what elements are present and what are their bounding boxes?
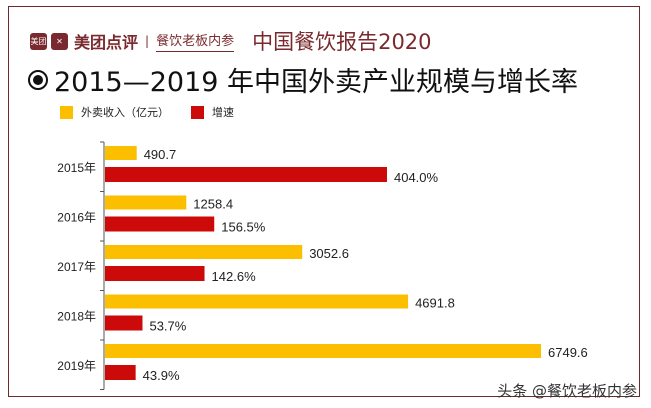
watermark: 头条 @餐饮老板内参 <box>497 382 637 400</box>
revenue-bar <box>105 245 303 259</box>
category-label: 2017年 <box>57 260 96 274</box>
report-title: 中国餐饮报告2020 <box>252 30 432 54</box>
growth-data-label: 142.6% <box>212 269 257 284</box>
category-label: 2018年 <box>57 310 96 324</box>
revenue-bar <box>105 294 409 309</box>
partner-name: 餐饮老板内参 <box>156 30 235 52</box>
legend-label-revenue: 外卖收入（亿元） <box>81 106 169 119</box>
legend-swatch-revenue <box>60 105 73 119</box>
chart-title-row: 2015—2019 年中国外卖产业规模与增长率 <box>28 60 578 99</box>
revenue-bar <box>105 146 137 160</box>
revenue-data-label: 6749.6 <box>548 345 588 360</box>
category-label: 2019年 <box>57 359 96 373</box>
bullet-icon <box>28 69 48 90</box>
growth-bar <box>105 365 136 380</box>
growth-data-label: 404.0% <box>394 170 439 185</box>
revenue-data-label: 490.7 <box>144 147 177 162</box>
revenue-data-label: 1258.4 <box>193 197 233 212</box>
chart-title: 2015—2019 年中国外卖产业规模与增长率 <box>54 67 579 98</box>
revenue-data-label: 3052.6 <box>309 246 349 261</box>
growth-data-label: 43.9% <box>143 368 180 383</box>
meituan-logo: 美团 <box>30 32 47 50</box>
legend-label-growth: 增速 <box>212 106 234 119</box>
brand-header: 美团 ✕ 美团点评 | 餐饮老板内参 中国餐饮报告2020 <box>30 26 432 56</box>
legend-swatch-growth <box>191 105 204 119</box>
growth-bar <box>105 315 143 331</box>
chart-frame <box>8 6 640 397</box>
revenue-data-label: 4691.8 <box>415 296 455 311</box>
growth-bar <box>105 266 205 281</box>
brand-name: 美团点评 <box>74 33 139 52</box>
category-label: 2016年 <box>57 211 96 225</box>
category-label: 2015年 <box>57 161 96 175</box>
growth-data-label: 156.5% <box>221 220 266 235</box>
growth-bar <box>105 167 387 182</box>
growth-data-label: 53.7% <box>149 319 186 334</box>
dianping-logo-icon: ✕ <box>51 32 68 50</box>
growth-bar <box>105 216 215 232</box>
legend: 外卖收入（亿元） 增速 <box>60 104 234 120</box>
separator: | <box>145 34 150 48</box>
revenue-bar <box>105 195 187 210</box>
revenue-bar <box>105 344 542 358</box>
